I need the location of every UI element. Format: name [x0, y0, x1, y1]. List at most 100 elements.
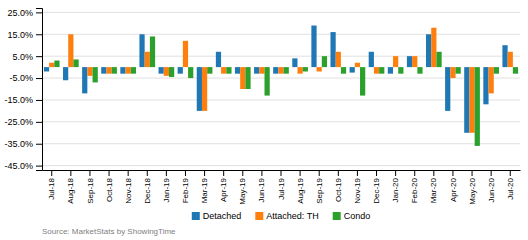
tick: Mar-20 — [429, 170, 438, 203]
tick-mark — [36, 122, 42, 123]
tick: Feb-19 — [181, 170, 190, 203]
tick-label: Jan-19 — [162, 177, 171, 202]
tick-label: Dec-18 — [143, 177, 152, 203]
bar — [188, 67, 193, 78]
tick: -35.0% — [4, 139, 42, 149]
bar — [398, 67, 403, 74]
tick-label: Feb-19 — [181, 177, 190, 203]
tick-label: Jan-20 — [391, 177, 400, 202]
tick-mark — [395, 170, 396, 176]
tick-mark — [452, 170, 453, 176]
tick: Sep-18 — [86, 170, 95, 204]
bar — [456, 67, 461, 74]
tick: Apr-19 — [219, 170, 228, 202]
bar — [450, 67, 455, 78]
tick: Jul-18 — [47, 170, 56, 200]
bar — [379, 67, 384, 74]
tick-label: -15.0% — [4, 95, 33, 105]
grid-line — [42, 56, 520, 57]
bar — [126, 67, 131, 74]
grid-line — [42, 12, 520, 13]
legend-item: Condo — [333, 211, 371, 221]
tick-label: May-19 — [238, 177, 247, 204]
tick-mark — [433, 170, 434, 176]
tick: 15.0% — [7, 30, 42, 40]
tick: Oct-18 — [105, 170, 114, 202]
tick: Jul-20 — [506, 170, 515, 200]
tick-label: 15.0% — [7, 30, 33, 40]
tick-label: Jun-19 — [257, 177, 266, 202]
bar — [226, 67, 231, 74]
tick-mark — [319, 170, 320, 176]
legend-swatch — [333, 212, 341, 220]
tick: Jan-20 — [391, 170, 400, 202]
plot: -45.0%-35.0%-25.0%-15.0%-5.0%5.0%15.0%25… — [4, 8, 520, 205]
bar — [139, 34, 144, 67]
legend-label: Attached: TH — [266, 211, 318, 221]
bar — [159, 67, 164, 74]
bar — [494, 67, 499, 74]
tick-mark — [36, 56, 42, 57]
bar — [235, 67, 240, 74]
tick-label: Mar-20 — [429, 177, 438, 203]
bar — [278, 67, 283, 74]
bar — [221, 67, 226, 74]
bar — [44, 67, 49, 71]
tick: Jul-19 — [277, 170, 286, 200]
bar — [292, 58, 297, 67]
bar — [106, 67, 111, 74]
tick: -15.0% — [4, 95, 42, 105]
bar — [417, 67, 422, 74]
bar — [87, 67, 92, 76]
bar — [240, 67, 245, 89]
legend-label: Detached — [203, 211, 242, 221]
tick-label: Feb-20 — [410, 177, 419, 203]
legend-swatch — [192, 212, 200, 220]
tick: Feb-20 — [410, 170, 419, 203]
series — [54, 36, 518, 145]
tick-mark — [36, 100, 42, 101]
bar — [445, 67, 450, 111]
tick-mark — [36, 144, 42, 145]
bar — [254, 67, 259, 74]
tick-mark — [300, 170, 301, 176]
tick-label: Aug-19 — [296, 177, 305, 203]
tick-mark — [261, 170, 262, 176]
bar — [341, 67, 346, 74]
tick-mark — [414, 170, 415, 176]
tick-mark — [166, 170, 167, 176]
tick-mark — [36, 166, 42, 167]
tick-label: 25.0% — [7, 8, 33, 18]
tick: Apr-20 — [449, 170, 458, 202]
tick-label: Sep-18 — [86, 177, 95, 203]
tick: Sep-19 — [315, 170, 324, 204]
bar — [183, 41, 188, 67]
tick: Aug-19 — [296, 170, 305, 204]
bar — [508, 52, 513, 67]
bar — [374, 67, 379, 74]
bar — [431, 28, 436, 67]
tick: -5.0% — [9, 73, 42, 83]
bar — [73, 59, 78, 67]
tick-label: Nov-18 — [124, 177, 133, 203]
tick-label: Jun-20 — [487, 177, 496, 202]
tick-label: Apr-19 — [219, 177, 228, 202]
tick: Dec-19 — [372, 170, 381, 204]
tick-mark — [147, 170, 148, 176]
tick-label: 5.0% — [12, 52, 33, 62]
tick: Aug-18 — [66, 170, 75, 204]
bar — [54, 61, 59, 68]
tick-mark — [36, 78, 42, 79]
tick-mark — [242, 170, 243, 176]
bar — [330, 32, 335, 67]
tick-label: Jul-20 — [506, 177, 515, 199]
tick-label: May-20 — [468, 177, 477, 204]
bar — [150, 36, 155, 67]
tick-label: Apr-20 — [449, 177, 458, 202]
bar — [178, 67, 183, 74]
tick-mark — [357, 170, 358, 176]
tick-mark — [376, 170, 377, 176]
tick-mark — [204, 170, 205, 176]
bar — [388, 67, 393, 74]
tick: Dec-18 — [143, 170, 152, 204]
